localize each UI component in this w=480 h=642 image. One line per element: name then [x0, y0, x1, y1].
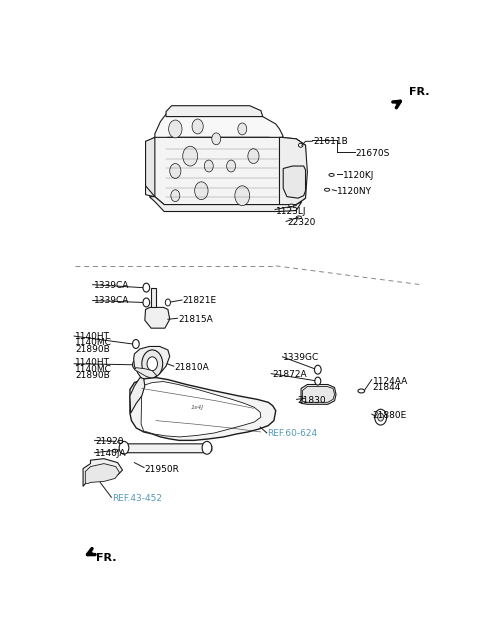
- Text: 21810A: 21810A: [175, 363, 209, 372]
- Text: 22320: 22320: [287, 218, 315, 227]
- Text: 1339CA: 1339CA: [94, 281, 129, 290]
- Polygon shape: [145, 137, 155, 196]
- Text: REF.60-624: REF.60-624: [267, 429, 318, 438]
- Circle shape: [212, 133, 221, 144]
- Polygon shape: [145, 137, 305, 205]
- Text: 1140HT: 1140HT: [75, 358, 110, 367]
- Text: 1140HT: 1140HT: [75, 332, 110, 341]
- Polygon shape: [283, 166, 305, 198]
- Ellipse shape: [289, 204, 294, 207]
- Text: FR.: FR.: [409, 87, 430, 97]
- Text: 1s4J: 1s4J: [191, 404, 204, 410]
- Text: 1120KJ: 1120KJ: [343, 171, 374, 180]
- Circle shape: [192, 119, 203, 134]
- Circle shape: [314, 365, 321, 374]
- Polygon shape: [130, 377, 145, 413]
- Circle shape: [170, 164, 181, 178]
- Circle shape: [235, 186, 250, 205]
- Circle shape: [147, 357, 157, 370]
- Circle shape: [248, 149, 259, 164]
- Circle shape: [202, 441, 212, 455]
- Ellipse shape: [324, 188, 330, 191]
- Text: 21872A: 21872A: [272, 370, 307, 379]
- Circle shape: [375, 409, 386, 425]
- Circle shape: [195, 182, 208, 200]
- Text: 1123LJ: 1123LJ: [276, 207, 306, 216]
- Ellipse shape: [329, 173, 334, 177]
- Circle shape: [132, 360, 139, 369]
- Circle shape: [183, 146, 198, 166]
- Circle shape: [143, 298, 150, 307]
- Circle shape: [204, 160, 213, 172]
- Circle shape: [378, 413, 384, 421]
- Polygon shape: [83, 458, 122, 487]
- Text: 21890B: 21890B: [75, 345, 109, 354]
- Circle shape: [132, 340, 139, 349]
- Ellipse shape: [299, 143, 303, 147]
- Text: 1140JA: 1140JA: [96, 449, 127, 458]
- Circle shape: [119, 441, 129, 455]
- Text: 1120NY: 1120NY: [337, 187, 372, 196]
- Polygon shape: [151, 288, 156, 308]
- Text: REF.43-452: REF.43-452: [112, 494, 162, 503]
- Polygon shape: [130, 377, 276, 440]
- Text: 21950R: 21950R: [145, 465, 180, 474]
- Polygon shape: [279, 137, 307, 205]
- Text: 1140MC: 1140MC: [75, 365, 112, 374]
- Circle shape: [168, 120, 182, 138]
- Polygon shape: [134, 368, 156, 379]
- Text: 21844: 21844: [372, 383, 401, 392]
- Ellipse shape: [358, 389, 365, 393]
- Polygon shape: [149, 196, 302, 211]
- Text: 21611B: 21611B: [313, 137, 348, 146]
- Polygon shape: [120, 444, 212, 453]
- Polygon shape: [155, 112, 283, 143]
- Polygon shape: [145, 308, 170, 328]
- Text: 21830: 21830: [297, 396, 326, 405]
- Text: FR.: FR.: [96, 553, 117, 562]
- Circle shape: [165, 299, 170, 306]
- Circle shape: [238, 123, 247, 135]
- Circle shape: [142, 350, 163, 377]
- Polygon shape: [133, 347, 170, 381]
- Text: 21815A: 21815A: [178, 315, 213, 324]
- Polygon shape: [166, 106, 263, 117]
- Text: 1124AA: 1124AA: [372, 377, 408, 386]
- Text: 21670S: 21670S: [356, 149, 390, 158]
- Polygon shape: [301, 385, 336, 404]
- Polygon shape: [302, 386, 335, 403]
- Polygon shape: [141, 381, 261, 437]
- Circle shape: [171, 190, 180, 202]
- Text: 21880E: 21880E: [372, 411, 407, 420]
- Ellipse shape: [112, 449, 118, 452]
- Text: 1339CA: 1339CA: [94, 297, 129, 306]
- Ellipse shape: [118, 440, 123, 444]
- Text: 21821E: 21821E: [183, 296, 217, 305]
- Circle shape: [143, 283, 150, 292]
- Text: 21920: 21920: [96, 437, 124, 446]
- Circle shape: [315, 377, 321, 385]
- Text: 21890B: 21890B: [75, 371, 109, 380]
- Ellipse shape: [296, 216, 301, 219]
- Polygon shape: [85, 464, 120, 483]
- Text: 1140MC: 1140MC: [75, 338, 112, 347]
- Circle shape: [227, 160, 236, 172]
- Text: 1339GC: 1339GC: [283, 353, 320, 362]
